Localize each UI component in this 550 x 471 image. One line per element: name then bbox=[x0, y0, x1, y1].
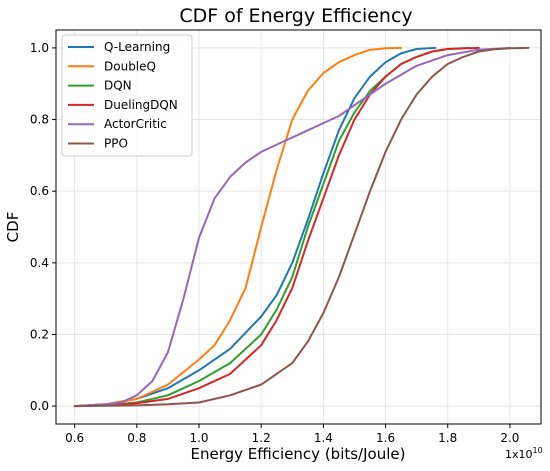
y-tick-label: 0.8 bbox=[30, 113, 49, 127]
y-tick-label: 0.2 bbox=[30, 327, 49, 341]
x-tick-label: 0.8 bbox=[127, 431, 146, 445]
x-axis-label: Energy Efficiency (bits/Joule) bbox=[191, 445, 406, 463]
legend: Q-Learning DoubleQ DQN DuelingDQN ActorCriti… bbox=[61, 34, 193, 157]
x-tick-label: 1.6 bbox=[376, 431, 395, 445]
legend-label-q-learning: Q-Learning bbox=[104, 40, 170, 54]
x-tick-label: 0.6 bbox=[65, 431, 84, 445]
x-tick-label: 1.8 bbox=[438, 431, 457, 445]
x-tick-label: 1.2 bbox=[252, 431, 271, 445]
plot-frame bbox=[55, 29, 542, 425]
series-line-duelingdqn bbox=[73, 46, 480, 408]
y-tick-label: 1.0 bbox=[30, 41, 49, 55]
y-tick-label: 0.0 bbox=[30, 399, 49, 413]
legend-label-ppo: PPO bbox=[104, 137, 128, 151]
legend-box bbox=[61, 34, 193, 157]
y-tick-label: 0.4 bbox=[30, 256, 49, 270]
series-lines bbox=[73, 46, 530, 408]
series-line-ppo bbox=[73, 46, 530, 408]
series-line-actorcritic bbox=[73, 46, 511, 408]
x-axis-ticks: 0.6 0.8 1.0 1.2 1.4 1.6 1.8 2.0 bbox=[65, 424, 519, 445]
chart-title: CDF of Energy Efficiency bbox=[179, 5, 412, 27]
series-line-q-learning bbox=[73, 46, 437, 408]
y-tick-label: 0.6 bbox=[30, 184, 49, 198]
x-tick-label: 1.0 bbox=[189, 431, 208, 445]
y-axis-ticks: 0.0 0.2 0.4 0.6 0.8 1.0 bbox=[30, 41, 56, 413]
x-axis-offset-base: 1x10 bbox=[505, 448, 533, 461]
x-axis-offset: 1x1010 bbox=[505, 446, 543, 461]
x-tick-label: 2.0 bbox=[500, 431, 519, 445]
legend-label-dqn: DQN bbox=[104, 79, 132, 93]
legend-label-actorcritic: ActorCritic bbox=[104, 117, 167, 131]
legend-label-doubleq: DoubleQ bbox=[104, 59, 156, 73]
y-axis-label: CDF bbox=[4, 212, 22, 243]
x-axis-offset-exponent: 10 bbox=[533, 446, 543, 455]
legend-label-duelingdqn: DuelingDQN bbox=[104, 98, 178, 112]
x-tick-label: 1.4 bbox=[314, 431, 333, 445]
series-line-doubleq bbox=[73, 46, 403, 408]
